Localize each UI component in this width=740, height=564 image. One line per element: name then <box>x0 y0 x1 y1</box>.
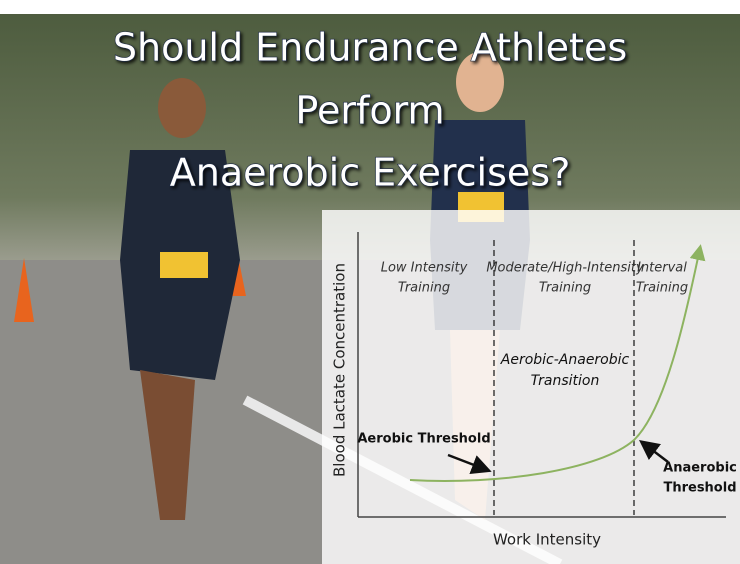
anaerobic-threshold-label: Threshold <box>663 481 736 496</box>
y-axis-label: Blood Lactate Concentration <box>331 263 349 477</box>
transition-label: Transition <box>531 373 600 389</box>
anaerobic-threshold-label: Anaerobic <box>663 461 737 476</box>
x-axis-label: Work Intensity <box>493 531 601 549</box>
lactate-curve <box>409 244 706 482</box>
zone-label: Interval <box>637 261 687 276</box>
arrow <box>447 453 492 474</box>
arrow <box>639 439 669 463</box>
aerobic-threshold-label: Aerobic Threshold <box>357 432 490 447</box>
runner-left <box>120 78 240 520</box>
zone-label: Low Intensity <box>381 261 468 276</box>
top-strip <box>0 0 740 14</box>
zone-label: Training <box>398 281 450 296</box>
transition-label: Aerobic-Anaerobic <box>500 352 630 368</box>
zone-label: Training <box>539 281 591 296</box>
zone-label: Training <box>636 281 688 296</box>
title-line: Should Endurance Athletes <box>113 26 627 70</box>
title-line: Anaerobic Exercises? <box>170 151 571 195</box>
diagram-panel <box>322 210 740 564</box>
title-line: Perform <box>295 89 444 133</box>
zone-label: Moderate/High-Intensity <box>486 261 644 276</box>
cone <box>14 258 34 322</box>
